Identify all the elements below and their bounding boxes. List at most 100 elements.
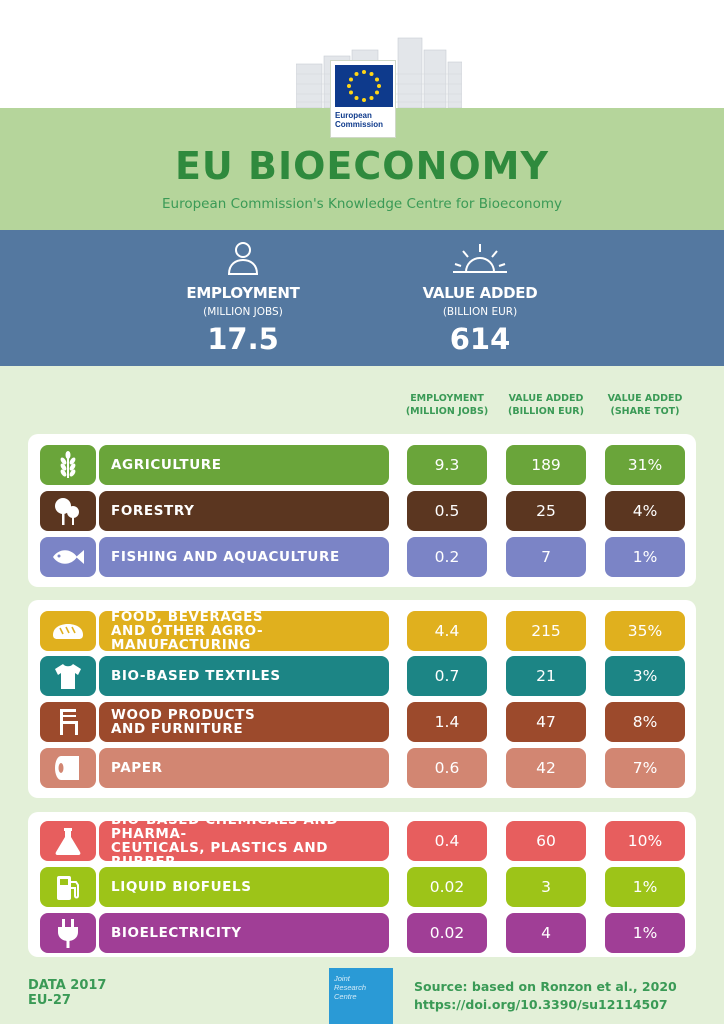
sector-name-line-1: PAPER (111, 760, 163, 776)
bread-icon (40, 611, 96, 651)
employment-unit: (MILLION JOBS) (203, 306, 283, 318)
tshirt-icon (40, 656, 96, 696)
sector-name: AGRICULTURE (99, 445, 389, 485)
employment-value: 17.5 (207, 322, 279, 356)
sector-name: LIQUID BIOFUELS (99, 867, 389, 907)
data-year: DATA 2017 (28, 978, 107, 993)
value-added-label: VALUE ADDED (422, 284, 538, 302)
sector-name-line-1: AGRICULTURE (111, 457, 222, 473)
value-added-summary: VALUE ADDED (BILLION EUR) 614 (395, 230, 565, 356)
page-subtitle: European Commission's Knowledge Centre f… (161, 196, 562, 212)
sector-name: WOOD PRODUCTS AND FURNITURE (99, 702, 389, 742)
jrc-logo-line: Joint (334, 974, 350, 983)
column-header-line: (BILLION EUR) (508, 406, 584, 417)
sector-name-line-1: FORESTRY (111, 503, 195, 519)
sector-name-line-2: AND OTHER AGRO-MANUFACTURING (111, 623, 264, 653)
value-added-unit: (BILLION EUR) (442, 306, 518, 318)
source-note: Source: based on Ronzon et al., 2020 htt… (414, 978, 677, 1014)
share-cell: 10% (605, 821, 685, 861)
trees-icon (40, 491, 96, 531)
value-added-value: 614 (449, 322, 511, 356)
sector-name: FISHING AND AQUACULTURE (99, 537, 389, 577)
logo-text: European Commission (335, 111, 395, 129)
employment-cell: 9.3 (407, 445, 487, 485)
fuel-pump-icon (40, 867, 96, 907)
employment-cell: 0.02 (407, 913, 487, 953)
logo-text-line-1: European (335, 111, 372, 120)
person-icon (158, 230, 328, 276)
fish-icon (40, 537, 96, 577)
sunrise-icon (395, 230, 565, 276)
value-added-cell: 189 (506, 445, 586, 485)
sector-name: FORESTRY (99, 491, 389, 531)
sector-name: BIO-BASED TEXTILES (99, 656, 389, 696)
summary-band: EMPLOYMENT (MILLION JOBS) 17.5 VALUE ADD… (0, 230, 724, 366)
column-header-value-added: VALUE ADDED (BILLION EUR) (496, 392, 596, 418)
sector-name-line-1: FISHING AND AQUACULTURE (111, 549, 340, 565)
jrc-logo: Joint Research Centre (329, 968, 393, 1024)
employment-cell: 1.4 (407, 702, 487, 742)
employment-cell: 0.7 (407, 656, 487, 696)
sector-name: BIOELECTRICITY (99, 913, 389, 953)
sector-name-line-1: BIOELECTRICITY (111, 925, 242, 941)
column-header-line: VALUE ADDED (607, 393, 683, 404)
share-cell: 8% (605, 702, 685, 742)
sector-name-line-1: LIQUID BIOFUELS (111, 879, 252, 895)
eu-flag-icon (335, 65, 393, 107)
column-header-line: (SHARE TOT) (610, 406, 680, 417)
employment-cell: 0.4 (407, 821, 487, 861)
value-added-cell: 3 (506, 867, 586, 907)
jrc-logo-line: Centre (334, 992, 357, 1001)
value-added-cell: 25 (506, 491, 586, 531)
share-cell: 3% (605, 656, 685, 696)
sector-name: PAPER (99, 748, 389, 788)
european-commission-logo: European Commission (330, 60, 396, 138)
share-cell: 31% (605, 445, 685, 485)
doi-link[interactable]: https://doi.org/10.3390/su12114507 (414, 997, 668, 1012)
value-added-cell: 4 (506, 913, 586, 953)
value-added-cell: 42 (506, 748, 586, 788)
employment-cell: 4.4 (407, 611, 487, 651)
column-header-share: VALUE ADDED (SHARE TOT) (595, 392, 695, 418)
chair-icon (40, 702, 96, 742)
sector-name: BIO-BASED CHEMICALS AND PHARMA- CEUTICALS… (99, 813, 389, 869)
plug-icon (40, 913, 96, 953)
value-added-cell: 7 (506, 537, 586, 577)
column-header-line: (MILLION JOBS) (405, 406, 489, 417)
share-cell: 35% (605, 611, 685, 651)
flask-icon (40, 821, 96, 861)
employment-cell: 0.6 (407, 748, 487, 788)
share-cell: 1% (605, 913, 685, 953)
share-cell: 1% (605, 867, 685, 907)
paper-roll-icon (40, 748, 96, 788)
column-header-line: VALUE ADDED (508, 393, 584, 404)
jrc-logo-line: Research (334, 983, 367, 992)
sector-name-line-1: WOOD PRODUCTS (111, 707, 256, 723)
wheat-icon (40, 445, 96, 485)
column-header-employment: EMPLOYMENT (MILLION JOBS) (397, 392, 497, 418)
data-region: EU-27 (28, 993, 71, 1008)
source-text: Source: based on Ronzon et al., 2020 (414, 979, 677, 994)
employment-cell: 0.5 (407, 491, 487, 531)
logo-text-line-2: Commission (335, 120, 384, 129)
employment-cell: 0.2 (407, 537, 487, 577)
sector-name-line-2: AND FURNITURE (111, 721, 244, 737)
employment-label: EMPLOYMENT (186, 284, 300, 302)
sector-name-line-2: CEUTICALS, PLASTICS AND RUBBER (111, 840, 329, 870)
value-added-cell: 60 (506, 821, 586, 861)
page-title: EU BIOECONOMY (174, 144, 550, 188)
value-added-cell: 47 (506, 702, 586, 742)
share-cell: 1% (605, 537, 685, 577)
value-added-cell: 215 (506, 611, 586, 651)
employment-summary: EMPLOYMENT (MILLION JOBS) 17.5 (158, 230, 328, 356)
value-added-cell: 21 (506, 656, 586, 696)
sector-name-line-1: BIO-BASED TEXTILES (111, 668, 281, 684)
sector-name-line-1: BIO-BASED CHEMICALS AND PHARMA- (111, 812, 339, 842)
share-cell: 4% (605, 491, 685, 531)
share-cell: 7% (605, 748, 685, 788)
sector-name: FOOD, BEVERAGES AND OTHER AGRO-MANUFACTUR… (99, 609, 389, 653)
column-header-line: EMPLOYMENT (410, 393, 484, 404)
data-note: DATA 2017 EU-27 (28, 978, 106, 1008)
sector-name-line-1: FOOD, BEVERAGES (111, 609, 264, 625)
employment-cell: 0.02 (407, 867, 487, 907)
